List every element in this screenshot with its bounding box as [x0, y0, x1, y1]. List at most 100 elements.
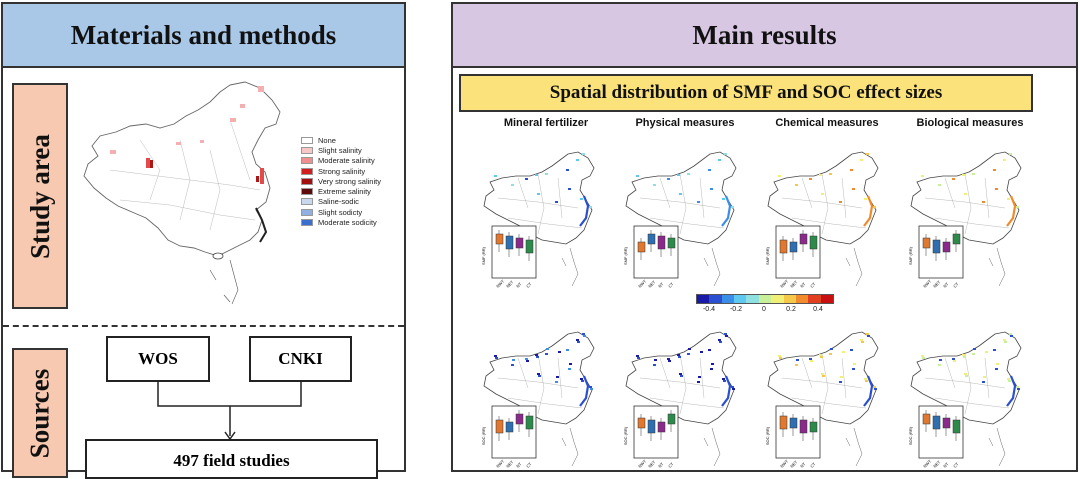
inset-box [637, 417, 646, 429]
map-hotspot [654, 359, 657, 361]
map-hotspot [842, 351, 845, 353]
inset-ylabel: SOC (RR) [623, 426, 628, 445]
wos-box: WOS [106, 336, 210, 382]
inset-xlabel: NT [799, 281, 807, 289]
map-hotspot [995, 368, 998, 370]
map-hotspot [583, 335, 586, 337]
map-hotspot [577, 341, 580, 343]
inset-ylabel: SMF (RR) [623, 246, 628, 265]
inset-box [809, 421, 818, 433]
map-hotspot [723, 380, 726, 382]
colorbar-segment [734, 295, 747, 303]
map-hotspot [568, 188, 571, 190]
inset-box [495, 233, 504, 245]
map-hotspot [708, 349, 711, 351]
colorbar-segment [758, 295, 772, 303]
map-hotspot [1003, 159, 1006, 161]
map-hotspot [1010, 335, 1013, 337]
map-hotspot [537, 193, 540, 195]
legend-swatch [301, 146, 313, 154]
map-hotspot [494, 355, 497, 357]
inset-boxplot: SMF (RR) NWT NET NT CT [481, 225, 537, 289]
map-hotspot [1008, 380, 1011, 382]
inset-xlabel: CT [952, 461, 960, 469]
map-hotspot [864, 198, 867, 200]
inset-boxplot: SOC (RR) NWT NET NT CT [908, 405, 964, 469]
map-hotspot [867, 335, 870, 337]
effect-size-map: SOC (RR) NWT NET NT CT [623, 331, 737, 469]
inset-box [789, 417, 798, 429]
inset-box [637, 241, 646, 253]
map-hotspot [852, 368, 855, 370]
map-hotspot [495, 357, 498, 359]
map-hotspot [697, 201, 700, 203]
map-hotspot [779, 357, 782, 359]
colorbar-segment [820, 295, 833, 303]
legend-item: Slight salinity [301, 145, 381, 155]
inset-xlabel: NT [942, 281, 950, 289]
legend-label: Moderate sodicity [318, 218, 377, 228]
map-hotspot [731, 206, 734, 208]
map-hotspot [525, 358, 528, 360]
map-hotspot [853, 363, 856, 365]
coastal-band [1006, 375, 1017, 407]
map-hotspot [820, 356, 823, 358]
map-hotspot [708, 169, 711, 171]
map-hotspot [1004, 341, 1007, 343]
inset-box [505, 421, 514, 433]
map-hotspot [637, 357, 640, 359]
legend-label: Saline-sodic [318, 197, 359, 207]
inset-frame [918, 225, 964, 279]
map-hotspot [865, 380, 868, 382]
map-hotspot [860, 159, 863, 161]
map-hotspot [1003, 339, 1006, 341]
inset-ylabel: SMF (RR) [481, 246, 486, 265]
map-hotspot [580, 198, 583, 200]
colorbar-tick: 0.4 [813, 306, 823, 313]
inset-box [525, 239, 534, 254]
inset-box [789, 241, 798, 253]
inset-box [952, 233, 961, 245]
map-hotspot [653, 184, 656, 186]
map-hotspot [964, 193, 967, 195]
column-title-biological: Biological measures [916, 117, 1024, 129]
inset-xlabel: NT [657, 461, 665, 469]
inset-box [515, 237, 524, 249]
map-hotspot [569, 363, 572, 365]
map-hotspot [538, 375, 541, 377]
map-hotspot [678, 356, 681, 358]
map-hotspot [536, 356, 539, 358]
inset-box [505, 235, 514, 250]
inset-box [932, 415, 941, 430]
map-hotspot [719, 341, 722, 343]
inset-box [515, 413, 524, 425]
inset-xlabel: CT [525, 461, 533, 469]
colorbar-tick: 0 [762, 306, 766, 313]
map-hotspot [687, 173, 690, 175]
inset-xlabel: NT [515, 281, 523, 289]
legend-swatch [301, 208, 313, 216]
legend-label: None [318, 135, 336, 145]
effect-size-map: SOC (RR) NWT NET NT CT [481, 331, 595, 469]
inset-xlabel: NT [942, 461, 950, 469]
legend-item: Moderate sodicity [301, 217, 381, 227]
map-hotspot [829, 173, 832, 175]
effect-size-map: SOC (RR) NWT NET NT CT [908, 331, 1022, 469]
map-hotspot [873, 206, 876, 208]
inset-box [647, 233, 656, 245]
map-hotspot [939, 359, 942, 361]
inset-xlabel: NWT [637, 278, 647, 288]
map-hotspot [511, 184, 514, 186]
map-hotspot [724, 333, 727, 335]
map-hotspot [582, 333, 585, 335]
map-hotspot [1016, 206, 1019, 208]
map-hotspot [938, 364, 941, 366]
map-hotspot [688, 348, 691, 350]
map-hotspot [545, 173, 548, 175]
map-hotspot [809, 358, 812, 360]
map-hotspot [995, 188, 998, 190]
legend-item: None [301, 135, 381, 145]
inset-box [667, 237, 676, 249]
map-hotspot [864, 378, 867, 380]
map-hotspot [921, 355, 924, 357]
